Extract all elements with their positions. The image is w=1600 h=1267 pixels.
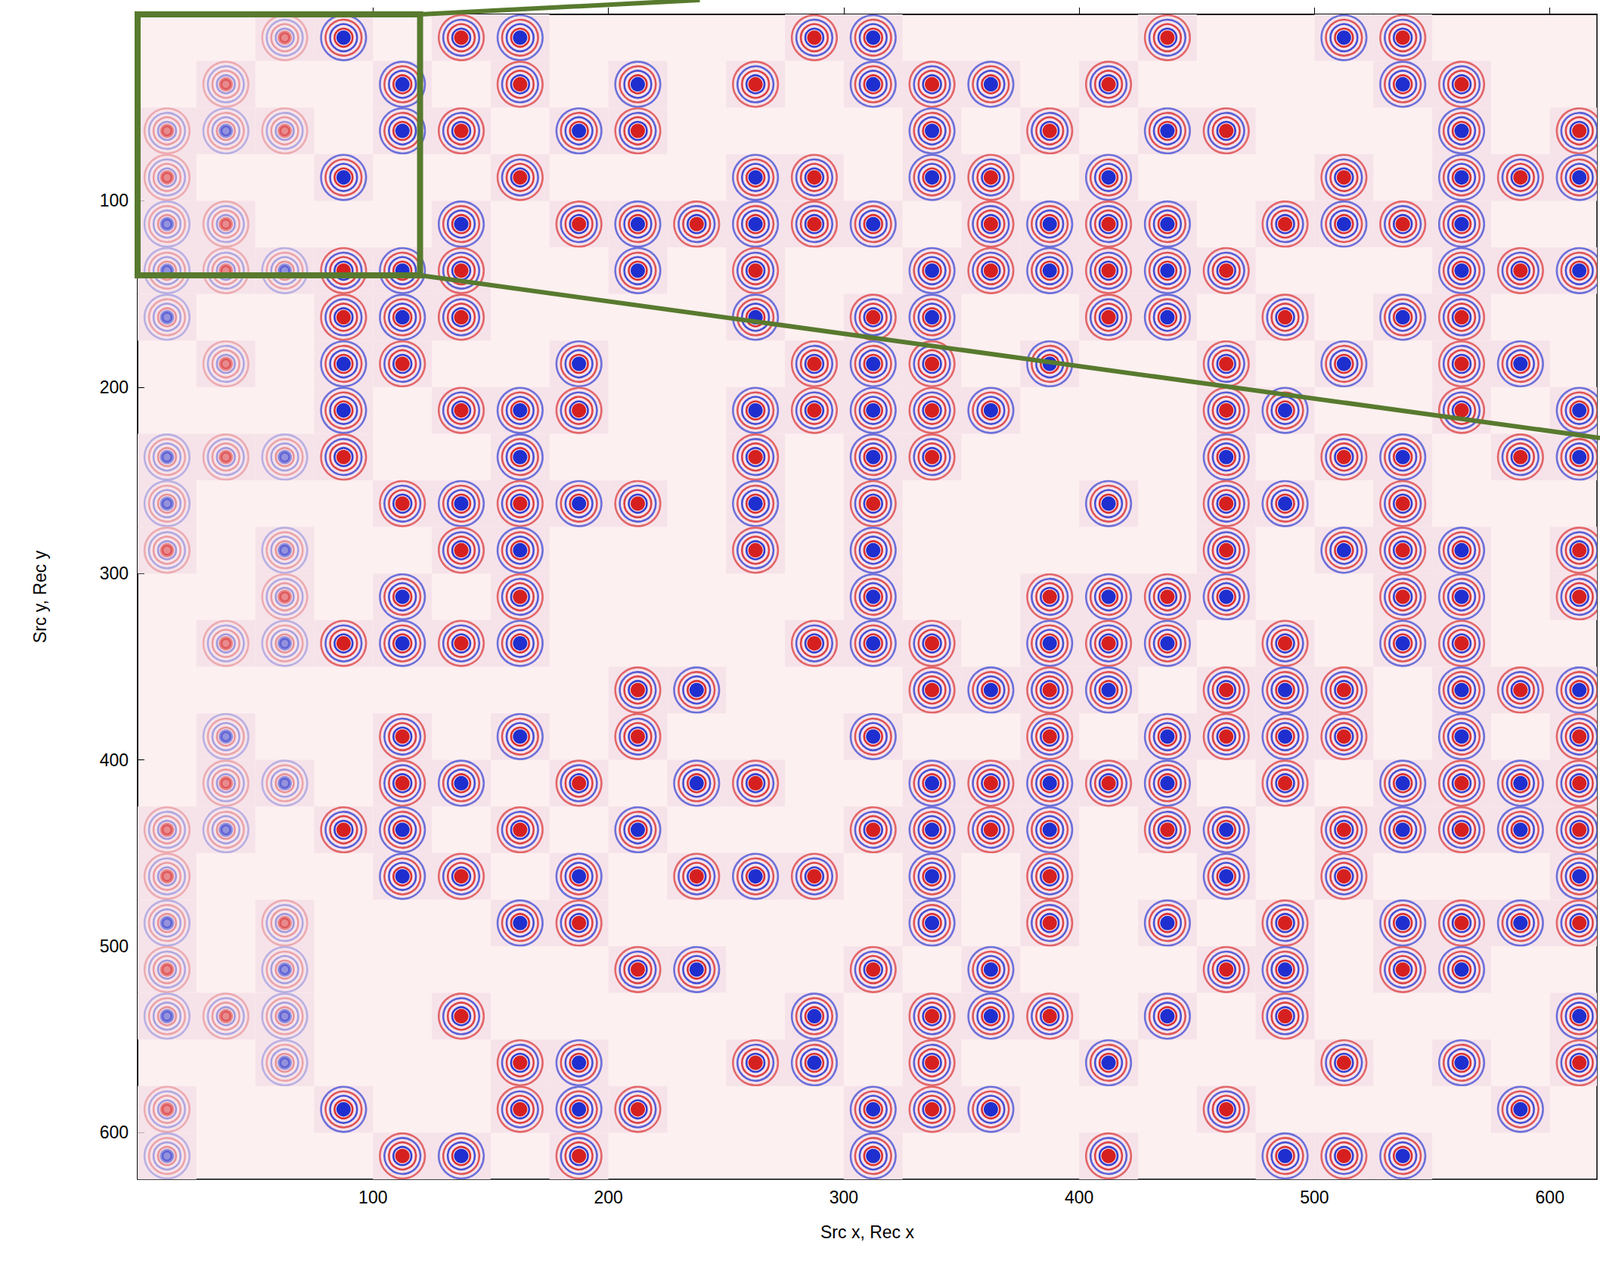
svg-text:300: 300 [99, 563, 129, 583]
svg-text:500: 500 [99, 936, 129, 956]
svg-text:100: 100 [99, 190, 129, 211]
svg-text:200: 200 [99, 377, 129, 397]
svg-text:300: 300 [829, 1187, 859, 1207]
svg-text:400: 400 [99, 750, 129, 770]
svg-text:600: 600 [1535, 1187, 1565, 1207]
svg-text:600: 600 [99, 1122, 129, 1142]
svg-text:Src x, Rec x: Src x, Rec x [820, 1221, 915, 1242]
svg-text:500: 500 [1299, 1187, 1329, 1207]
svg-text:Src y, Rec y: Src y, Rec y [30, 549, 50, 643]
svg-text:100: 100 [358, 1187, 388, 1207]
svg-text:200: 200 [593, 1187, 623, 1207]
svg-text:400: 400 [1064, 1187, 1094, 1207]
